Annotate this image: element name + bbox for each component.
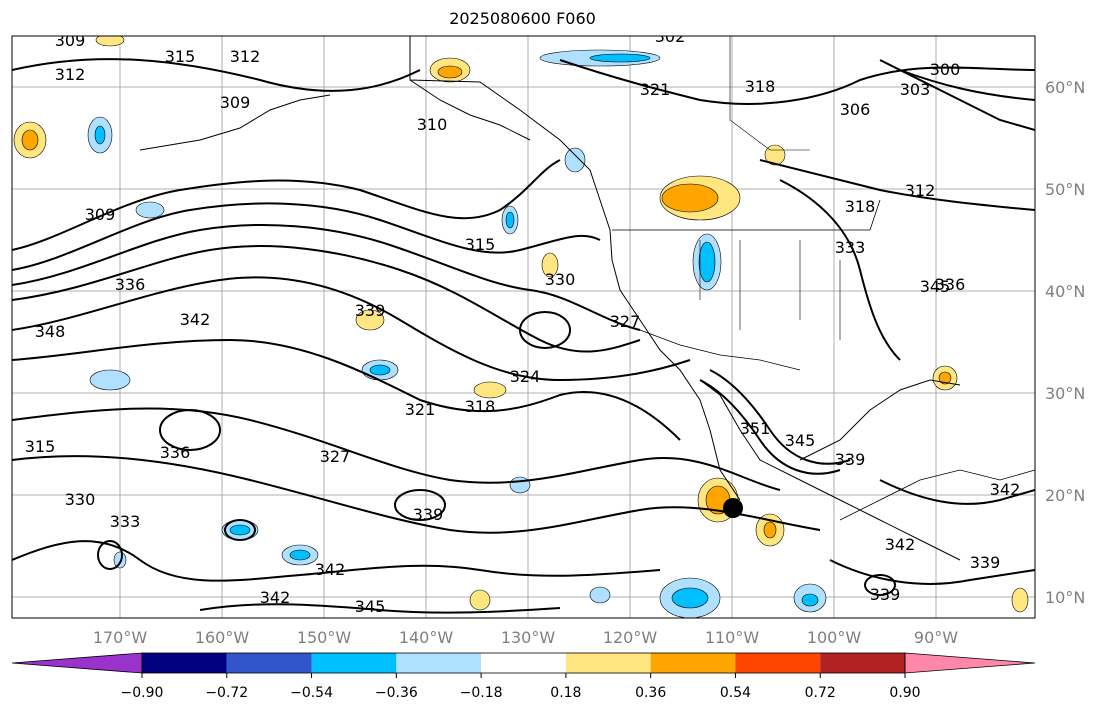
contour-label: 302 [655,27,686,46]
colorbar-bin [311,653,397,673]
contour-label: 342 [180,310,211,329]
colorbar-bin [226,653,312,673]
contour-label: 312 [230,47,261,66]
latitude-label: 30°N [1045,384,1085,403]
contour-label: 309 [85,205,116,224]
contour-label: 306 [840,100,871,119]
contour-label: 318 [745,77,776,96]
latitude-label: 20°N [1045,486,1085,505]
storm-center-marker [723,498,743,518]
colorbar-bin [650,653,736,673]
contour-label: 327 [610,312,641,331]
colorbar-tick-label: 0.72 [805,685,836,701]
longitude-label: 90°W [914,628,958,647]
map-frame [11,35,1036,619]
colorbar-bin [11,652,143,674]
colorbar-bin [820,653,905,673]
contour-label: 312 [55,65,86,84]
contour-label: 342 [990,480,1021,499]
contour-label: 345 [785,431,816,450]
contour-label: 342 [885,535,916,554]
contour-label: 321 [640,80,671,99]
contour-label: 339 [970,553,1001,572]
colorbar-tick-label: 0.18 [550,685,581,701]
contour-label: 324 [510,367,541,386]
contour-label: 303 [900,80,931,99]
latitude-label: 40°N [1045,282,1085,301]
contour-label: 345 [920,277,951,296]
latitude-label: 60°N [1045,78,1085,97]
colorbar-bin [904,652,1036,674]
colorbar: −0.90 −0.72 −0.54 −0.36 −0.18 0.18 0.36 0.54 0.7… [11,652,1036,701]
contour-label: 336 [115,275,146,294]
longitude-labels: 170°W 160°W 150°W 140°W 130°W 120°W 110°W 100°W… [93,628,958,647]
colorbar-tick-label: −0.72 [205,685,248,701]
contour-label: 339 [870,585,901,604]
contour-label: 309 [220,93,251,112]
colorbar-bin [735,653,821,673]
colorbar-tick-label: −0.18 [460,685,503,701]
longitude-label: 140°W [399,628,454,647]
contour-label: 348 [35,322,66,341]
contour-label: 327 [320,447,351,466]
contour-label: 342 [260,588,291,607]
contour-label: 318 [465,397,496,416]
colorbar-bin [142,653,227,673]
colorbar-tick-label: 0.90 [889,685,920,701]
contour-label: 345 [355,597,386,616]
colorbar-tick-label: −0.36 [375,685,418,701]
longitude-label: 130°W [501,628,556,647]
contour-label: 342 [315,560,346,579]
contour-label: 336 [160,443,191,462]
latitude-label: 10°N [1045,588,1085,607]
longitude-label: 110°W [705,628,760,647]
colorbar-bin [565,653,651,673]
contour-label: 333 [835,238,866,257]
colorbar-tick-label: 0.54 [720,685,751,701]
contour-label: 309 [55,31,86,50]
contour-label: 315 [465,235,496,254]
contour-label: 339 [413,505,444,524]
longitude-label: 100°W [807,628,862,647]
latitude-label: 50°N [1045,180,1085,199]
contour-label: 330 [65,490,96,509]
colorbar-tick-label: 0.36 [635,685,666,701]
colorbar-bin [396,653,482,673]
contour-label: 333 [110,512,141,531]
contour-label: 318 [845,197,876,216]
contour-label: 321 [405,400,436,419]
contour-label: 300 [930,60,961,79]
colorbar-bin [481,653,566,673]
contour-label: 330 [545,270,576,289]
longitude-label: 150°W [297,628,352,647]
contour-label: 312 [905,181,936,200]
contour-label: 310 [417,115,448,134]
colorbar-tick-label: −0.90 [121,685,164,701]
contour-label: 339 [355,301,386,320]
longitude-label: 120°W [603,628,658,647]
map-title: 2025080600 F060 [449,9,596,28]
contour-label: 315 [25,437,56,456]
coastlines-and-borders [139,36,1035,561]
longitude-label: 160°W [195,628,250,647]
contour-label: 336 [935,275,966,294]
latitude-labels: 60°N 50°N 40°N 30°N 20°N 10°N [1045,78,1085,607]
contour-lines [12,58,1035,614]
longitude-label: 170°W [93,628,148,647]
contour-label: 351 [740,419,771,438]
colorbar-tick-label: −0.54 [290,685,333,701]
contour-label: 315 [165,47,196,66]
contour-label: 339 [835,450,866,469]
